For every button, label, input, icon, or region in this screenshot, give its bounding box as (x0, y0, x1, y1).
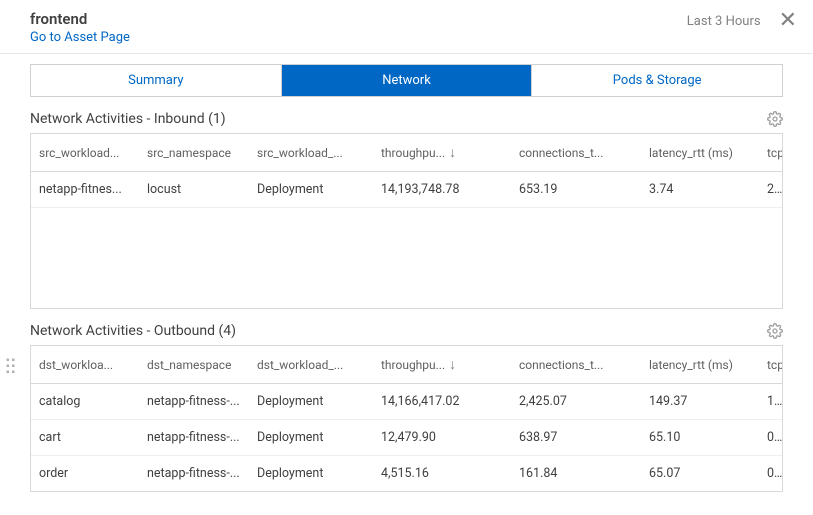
cell-latency: 65.10 (641, 420, 759, 455)
table-row[interactable]: catalog netapp-fitness-... Deployment 14… (31, 384, 782, 420)
cell-tcp-retransmit: 2,578.00 (759, 172, 782, 207)
cell-dst-namespace: netapp-fitness-... (139, 420, 249, 455)
cell-src-workload: netapp-fitnes... (31, 172, 139, 207)
cell-throughput: 14,193,748.78 (373, 172, 511, 207)
asset-page-link[interactable]: Go to Asset Page (30, 30, 130, 45)
panel-header: frontend Go to Asset Page Last 3 Hours ✕ (0, 0, 813, 54)
cell-throughput: 4,515.16 (373, 456, 511, 491)
cell-src-namespace: locust (139, 172, 249, 207)
cell-connections: 653.19 (511, 172, 641, 207)
cell-src-workload-kind: Deployment (249, 172, 373, 207)
cell-dst-workload-kind: Deployment (249, 456, 373, 491)
cell-dst-workload: cart (31, 420, 139, 455)
cell-dst-namespace: netapp-fitness-... (139, 456, 249, 491)
cell-dst-workload: catalog (31, 384, 139, 419)
col-throughput-label: throughpu... (381, 358, 445, 372)
drag-handle-icon[interactable]: ▪▪ ▪▪ ▪▪ (6, 358, 17, 376)
cell-throughput: 12,479.90 (373, 420, 511, 455)
col-tcp-retransmit[interactable]: tcp_retransmit... (759, 346, 782, 383)
cell-tcp-retransmit: 0.00 (759, 456, 782, 491)
inbound-table: src_workload... src_namespace src_worklo… (30, 133, 783, 309)
tab-bar: Summary Network Pods & Storage (30, 64, 783, 97)
col-latency[interactable]: latency_rtt (ms) (641, 346, 759, 383)
cell-latency: 3.74 (641, 172, 759, 207)
cell-tcp-retransmit: 0.00 (759, 420, 782, 455)
tab-network[interactable]: Network (282, 65, 533, 96)
time-range-label[interactable]: Last 3 Hours (687, 14, 761, 29)
tab-pods-storage[interactable]: Pods & Storage (532, 65, 782, 96)
outbound-section: Network Activities - Outbound (4) dst_wo… (30, 323, 783, 492)
inbound-title: Network Activities - Inbound (1) (30, 111, 226, 127)
col-dst-namespace[interactable]: dst_namespace (139, 346, 249, 383)
cell-dst-workload: order (31, 456, 139, 491)
outbound-table: dst_workloa... dst_namespace dst_workloa… (30, 345, 783, 492)
sort-desc-icon: ↓ (449, 144, 456, 161)
cell-connections: 161.84 (511, 456, 641, 491)
cell-latency: 149.37 (641, 384, 759, 419)
table-row[interactable]: cart netapp-fitness-... Deployment 12,47… (31, 420, 782, 456)
cell-connections: 2,425.07 (511, 384, 641, 419)
gear-icon[interactable] (767, 111, 783, 127)
col-dst-workload[interactable]: dst_workloa... (31, 346, 139, 383)
col-connections[interactable]: connections_t... (511, 134, 641, 171)
cell-tcp-retransmit: 13,850.00 (759, 384, 782, 419)
sort-desc-icon: ↓ (449, 356, 456, 373)
outbound-title: Network Activities - Outbound (4) (30, 323, 236, 339)
gear-icon[interactable] (767, 323, 783, 339)
cell-dst-workload-kind: Deployment (249, 420, 373, 455)
cell-dst-namespace: netapp-fitness-... (139, 384, 249, 419)
empty-space (31, 208, 782, 308)
col-throughput-label: throughpu... (381, 146, 445, 160)
inbound-section: Network Activities - Inbound (1) src_wor… (30, 111, 783, 309)
cell-dst-workload-kind: Deployment (249, 384, 373, 419)
col-src-workload[interactable]: src_workload... (31, 134, 139, 171)
table-row[interactable]: netapp-fitnes... locust Deployment 14,19… (31, 172, 782, 208)
cell-connections: 638.97 (511, 420, 641, 455)
col-src-namespace[interactable]: src_namespace (139, 134, 249, 171)
col-dst-workload-kind[interactable]: dst_workload_... (249, 346, 373, 383)
col-tcp-retransmit[interactable]: tcp_retransmit... (759, 134, 782, 171)
close-icon[interactable]: ✕ (779, 10, 797, 32)
col-connections[interactable]: connections_t... (511, 346, 641, 383)
col-throughput[interactable]: throughpu... ↓ (373, 134, 511, 171)
cell-throughput: 14,166,417.02 (373, 384, 511, 419)
col-throughput[interactable]: throughpu... ↓ (373, 346, 511, 383)
table-row[interactable]: order netapp-fitness-... Deployment 4,51… (31, 456, 782, 491)
tab-summary[interactable]: Summary (31, 65, 282, 96)
col-latency[interactable]: latency_rtt (ms) (641, 134, 759, 171)
col-src-workload-kind[interactable]: src_workload_... (249, 134, 373, 171)
cell-latency: 65.07 (641, 456, 759, 491)
page-title: frontend (30, 10, 130, 28)
